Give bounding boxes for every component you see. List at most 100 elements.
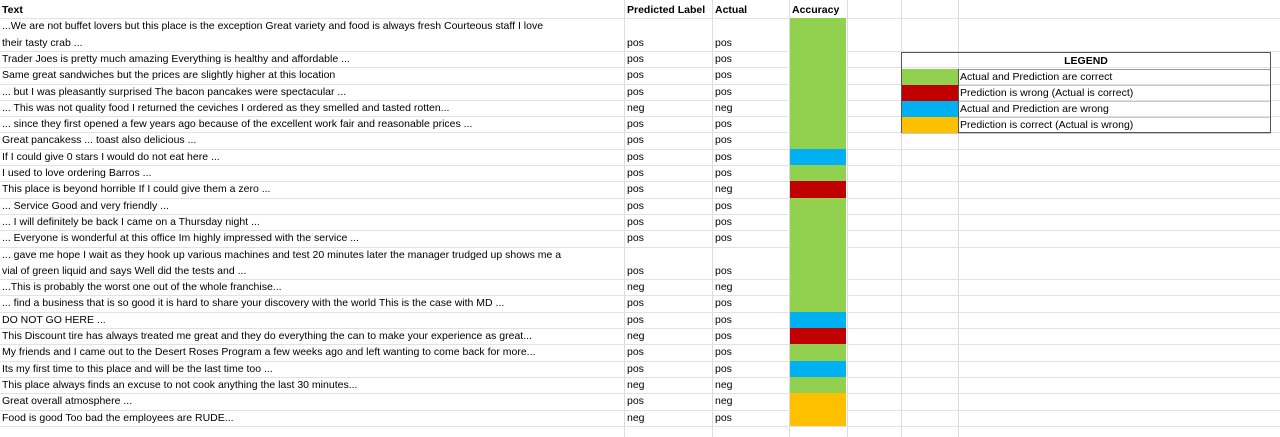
text-cell[interactable]: ... Everyone is wonderful at this office… (2, 232, 359, 244)
predicted-label-cell[interactable]: pos (627, 183, 644, 195)
text-cell[interactable]: Great overall atmosphere ... (2, 395, 133, 407)
column-divider (847, 0, 848, 437)
text-cell[interactable]: Trader Joes is pretty much amazing Every… (2, 53, 350, 65)
accuracy-cell-correct[interactable] (790, 279, 846, 295)
predicted-label-cell[interactable]: pos (627, 69, 644, 81)
text-cell[interactable]: This place is beyond horrible If I could… (2, 183, 271, 195)
accuracy-cell-correct[interactable] (790, 377, 846, 393)
accuracy-cell-correct[interactable] (790, 198, 846, 214)
accuracy-cell-correct[interactable] (790, 295, 846, 312)
accuracy-cell-correct[interactable] (790, 84, 846, 100)
predicted-label-cell[interactable]: pos (627, 167, 644, 179)
actual-label-cell[interactable]: pos (715, 216, 732, 228)
accuracy-cell-correct[interactable] (790, 51, 846, 67)
column-divider (624, 0, 625, 437)
text-cell[interactable]: ... since they first opened a few years … (2, 118, 473, 130)
text-cell[interactable]: DO NOT GO HERE ... (2, 314, 106, 326)
actual-label-cell[interactable]: neg (715, 183, 733, 195)
predicted-label-cell[interactable]: pos (627, 86, 644, 98)
text-cell[interactable]: Food is good Too bad the employees are R… (2, 412, 234, 424)
actual-label-cell[interactable]: pos (715, 314, 732, 326)
predicted-label-cell[interactable]: pos (627, 297, 644, 309)
actual-label-cell[interactable]: neg (715, 379, 733, 391)
predicted-label-cell[interactable]: neg (627, 102, 645, 114)
actual-label-cell[interactable]: pos (715, 167, 732, 179)
actual-label-cell[interactable]: pos (715, 265, 732, 277)
actual-label-cell[interactable]: neg (715, 395, 733, 407)
accuracy-cell-both-wrong[interactable] (790, 149, 846, 165)
predicted-label-cell[interactable]: neg (627, 281, 645, 293)
actual-label-cell[interactable]: pos (715, 363, 732, 375)
text-cell[interactable]: their tasty crab ... (2, 37, 83, 49)
accuracy-cell-prediction-wrong[interactable] (790, 328, 846, 344)
predicted-label-cell[interactable]: pos (627, 395, 644, 407)
predicted-label-cell[interactable]: pos (627, 118, 644, 130)
actual-label-cell[interactable]: pos (715, 330, 732, 342)
accuracy-cell-both-wrong[interactable] (790, 312, 846, 328)
predicted-label-cell[interactable]: pos (627, 346, 644, 358)
text-cell[interactable]: ... This was not quality food I returned… (2, 102, 450, 114)
header-accuracy[interactable]: Accuracy (792, 4, 840, 16)
accuracy-cell-correct[interactable] (790, 100, 846, 116)
actual-label-cell[interactable]: pos (715, 69, 732, 81)
accuracy-cell-correct[interactable] (790, 247, 846, 279)
accuracy-cell-correct[interactable] (790, 116, 846, 132)
text-cell[interactable]: ...This is probably the worst one out of… (2, 281, 282, 293)
text-cell[interactable]: ... but I was pleasantly surprised The b… (2, 86, 347, 98)
actual-label-cell[interactable]: neg (715, 281, 733, 293)
predicted-label-cell[interactable]: pos (627, 265, 644, 277)
text-cell[interactable]: Same great sandwiches but the prices are… (2, 69, 336, 81)
actual-label-cell[interactable]: pos (715, 118, 732, 130)
accuracy-cell-correct[interactable] (790, 18, 846, 51)
predicted-label-cell[interactable]: neg (627, 379, 645, 391)
accuracy-cell-actual-wrong[interactable] (790, 410, 846, 426)
predicted-label-cell[interactable]: pos (627, 37, 644, 49)
text-cell[interactable]: Great pancakess ... toast also delicious… (2, 134, 197, 146)
accuracy-cell-actual-wrong[interactable] (790, 393, 846, 410)
predicted-label-cell[interactable]: neg (627, 412, 645, 424)
predicted-label-cell[interactable]: pos (627, 151, 644, 163)
text-cell[interactable]: ... find a business that is so good it i… (2, 297, 505, 309)
text-cell[interactable]: Its my first time to this place and will… (2, 363, 273, 375)
text-cell[interactable]: My friends and I came out to the Desert … (2, 346, 536, 358)
text-cell[interactable]: vial of green liquid and says Well did t… (2, 265, 247, 277)
actual-label-cell[interactable]: pos (715, 297, 732, 309)
actual-label-cell[interactable]: neg (715, 102, 733, 114)
header-predicted-label[interactable]: Predicted Label (627, 4, 706, 16)
actual-label-cell[interactable]: pos (715, 86, 732, 98)
predicted-label-cell[interactable]: pos (627, 53, 644, 65)
accuracy-cell-correct[interactable] (790, 165, 846, 181)
predicted-label-cell[interactable]: neg (627, 330, 645, 342)
text-cell[interactable]: This place always finds an excuse to not… (2, 379, 358, 391)
actual-label-cell[interactable]: pos (715, 134, 732, 146)
accuracy-cell-correct[interactable] (790, 344, 846, 361)
header-actual[interactable]: Actual (715, 4, 748, 16)
text-cell[interactable]: ... I will definitely be back I came on … (2, 216, 260, 228)
text-cell[interactable]: I used to love ordering Barros ... (2, 167, 152, 179)
actual-label-cell[interactable]: pos (715, 412, 732, 424)
text-cell[interactable]: If I could give 0 stars I would do not e… (2, 151, 220, 163)
text-cell[interactable]: ... Service Good and very friendly ... (2, 200, 169, 212)
accuracy-cell-correct[interactable] (790, 230, 846, 247)
predicted-label-cell[interactable]: pos (627, 314, 644, 326)
actual-label-cell[interactable]: pos (715, 232, 732, 244)
actual-label-cell[interactable]: pos (715, 37, 732, 49)
text-cell[interactable]: ... gave me hope I wait as they hook up … (2, 249, 562, 261)
actual-label-cell[interactable]: pos (715, 346, 732, 358)
accuracy-cell-correct[interactable] (790, 214, 846, 230)
predicted-label-cell[interactable]: pos (627, 216, 644, 228)
predicted-label-cell[interactable]: pos (627, 363, 644, 375)
actual-label-cell[interactable]: pos (715, 151, 732, 163)
actual-label-cell[interactable]: pos (715, 200, 732, 212)
header-text[interactable]: Text (2, 4, 23, 16)
accuracy-cell-correct[interactable] (790, 67, 846, 84)
accuracy-cell-prediction-wrong[interactable] (790, 181, 846, 198)
predicted-label-cell[interactable]: pos (627, 200, 644, 212)
predicted-label-cell[interactable]: pos (627, 134, 644, 146)
accuracy-cell-correct[interactable] (790, 132, 846, 149)
actual-label-cell[interactable]: pos (715, 53, 732, 65)
text-cell[interactable]: ...We are not buffet lovers but this pla… (2, 20, 544, 32)
accuracy-cell-both-wrong[interactable] (790, 361, 846, 377)
text-cell[interactable]: This Discount tire has always treated me… (2, 330, 532, 342)
predicted-label-cell[interactable]: pos (627, 232, 644, 244)
